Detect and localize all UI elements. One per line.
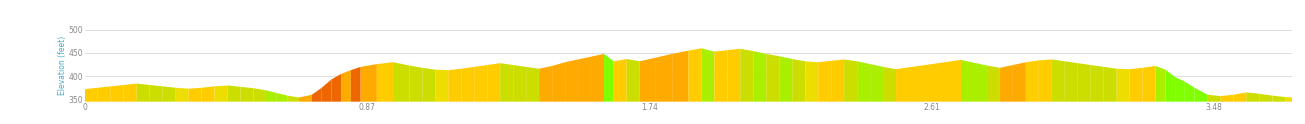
Polygon shape [331,74,341,102]
Polygon shape [1272,96,1285,102]
Polygon shape [111,85,124,102]
Polygon shape [1233,92,1246,102]
Polygon shape [740,49,753,102]
Polygon shape [974,63,987,102]
Polygon shape [831,59,844,102]
Polygon shape [656,54,672,102]
Polygon shape [613,59,626,102]
Polygon shape [360,64,377,102]
Polygon shape [591,54,604,102]
Polygon shape [923,64,934,102]
Polygon shape [240,87,253,102]
Polygon shape [1220,95,1233,102]
Polygon shape [124,84,137,102]
Polygon shape [1078,63,1091,102]
Polygon shape [792,59,805,102]
Polygon shape [1026,60,1039,102]
Polygon shape [1165,70,1174,102]
Polygon shape [818,61,831,102]
Polygon shape [1185,82,1194,102]
Polygon shape [214,85,227,102]
Polygon shape [539,66,552,102]
Polygon shape [1174,77,1185,102]
Polygon shape [844,59,857,102]
Polygon shape [947,60,960,102]
Polygon shape [987,65,1000,102]
Polygon shape [287,96,299,102]
Polygon shape [1259,94,1272,102]
Polygon shape [526,67,539,102]
Polygon shape [85,88,98,102]
Polygon shape [98,86,111,102]
Polygon shape [322,79,331,102]
Polygon shape [870,64,883,102]
Polygon shape [377,62,393,102]
Polygon shape [552,62,565,102]
Polygon shape [461,67,474,102]
Polygon shape [1246,92,1259,102]
Polygon shape [1013,62,1026,102]
Polygon shape [227,85,240,102]
Polygon shape [265,90,277,102]
Polygon shape [1156,66,1165,102]
Polygon shape [766,54,779,102]
Polygon shape [299,95,312,102]
Polygon shape [1091,65,1104,102]
Polygon shape [672,51,689,102]
Polygon shape [312,88,322,102]
Polygon shape [910,65,923,102]
Polygon shape [1052,59,1065,102]
Polygon shape [779,56,792,102]
Polygon shape [341,70,351,102]
Polygon shape [513,65,526,102]
Polygon shape [448,69,461,102]
Y-axis label: Elevation (feet): Elevation (feet) [59,36,68,95]
Polygon shape [393,62,410,102]
Polygon shape [202,86,214,102]
Polygon shape [1143,66,1156,102]
Polygon shape [423,68,436,102]
Polygon shape [474,65,487,102]
Polygon shape [753,51,766,102]
Polygon shape [897,67,910,102]
Polygon shape [163,86,176,102]
Polygon shape [689,48,701,102]
Polygon shape [1285,97,1292,102]
Polygon shape [487,63,500,102]
Polygon shape [1104,67,1117,102]
Polygon shape [253,88,265,102]
Polygon shape [805,61,818,102]
Polygon shape [883,67,897,102]
Polygon shape [727,49,740,102]
Polygon shape [701,48,714,102]
Polygon shape [960,60,974,102]
Polygon shape [1207,95,1220,102]
Polygon shape [277,93,287,102]
Polygon shape [626,59,639,102]
Polygon shape [578,57,591,102]
Polygon shape [410,65,423,102]
Polygon shape [604,54,613,102]
Polygon shape [714,50,727,102]
Polygon shape [1065,61,1078,102]
Polygon shape [1000,65,1013,102]
Polygon shape [1117,69,1130,102]
Polygon shape [1194,88,1207,102]
Polygon shape [150,85,163,102]
Polygon shape [436,70,448,102]
Polygon shape [565,59,578,102]
Polygon shape [857,61,870,102]
Polygon shape [1039,59,1052,102]
Polygon shape [639,58,656,102]
Polygon shape [189,88,202,102]
Polygon shape [176,88,189,102]
Polygon shape [351,67,360,102]
Polygon shape [500,63,513,102]
Polygon shape [1130,68,1143,102]
Polygon shape [934,62,947,102]
Polygon shape [137,84,150,102]
